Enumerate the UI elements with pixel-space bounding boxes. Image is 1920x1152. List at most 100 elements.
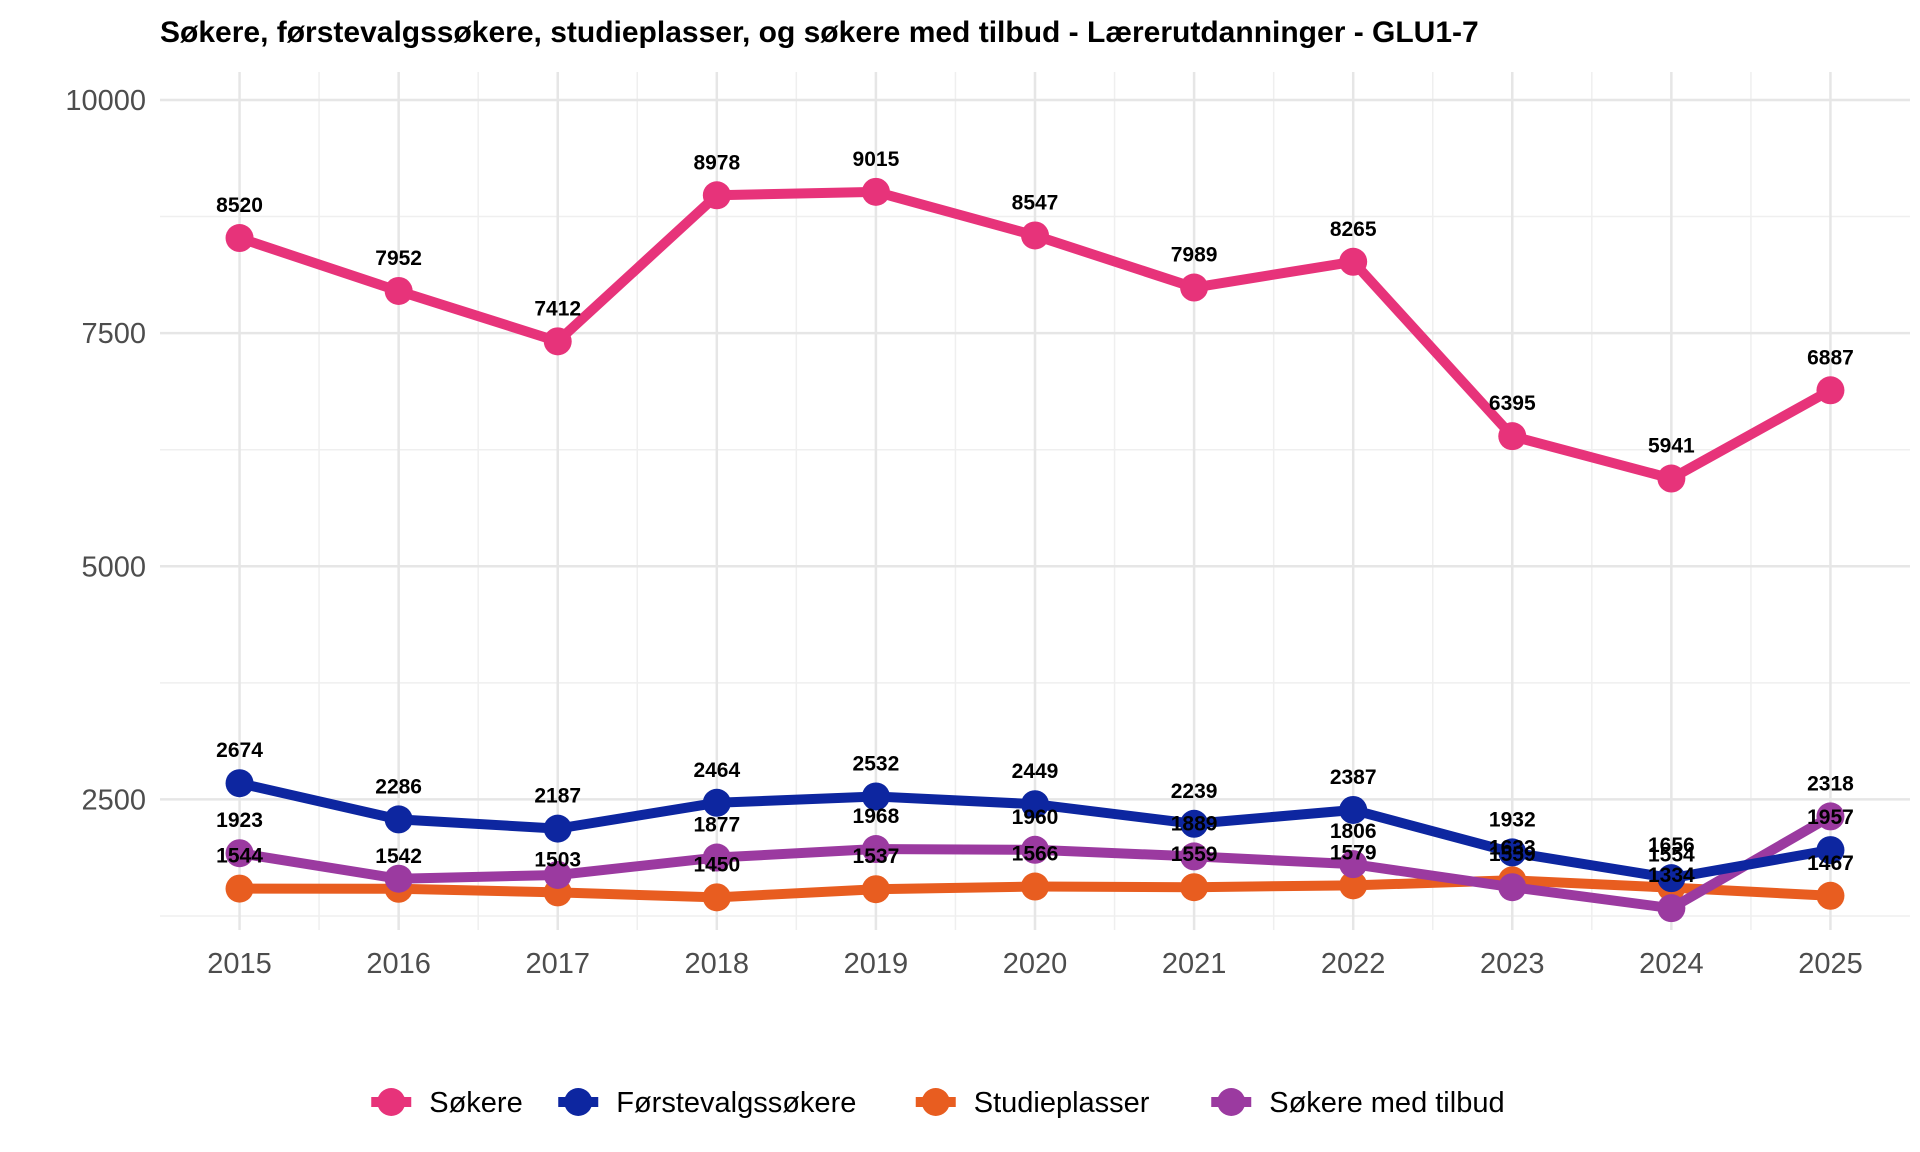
data-point — [225, 224, 254, 253]
legend-label: Studieplasser — [974, 1087, 1150, 1119]
data-point — [384, 276, 413, 305]
legend-swatch-point — [377, 1088, 406, 1116]
data-label: 9015 — [853, 148, 900, 171]
data-label: 7412 — [534, 297, 581, 320]
data-label: 1960 — [1012, 806, 1059, 829]
data-point — [1339, 247, 1368, 276]
data-label: 1889 — [1171, 812, 1218, 835]
data-point — [1339, 850, 1368, 879]
x-tick-label: 2018 — [685, 948, 750, 980]
y-tick-label: 2500 — [81, 784, 146, 816]
data-label: 7989 — [1171, 244, 1218, 267]
legend-label: Søkere med tilbud — [1269, 1087, 1504, 1119]
data-label: 1559 — [1171, 843, 1218, 866]
data-point — [1021, 221, 1049, 250]
data-label: 5941 — [1648, 435, 1695, 458]
legend-item: Førstevalgssøkere — [558, 1087, 856, 1119]
data-label: 2464 — [693, 759, 740, 782]
data-label: 8978 — [693, 151, 740, 174]
data-label: 6395 — [1489, 392, 1536, 415]
data-point — [543, 327, 572, 356]
data-label: 7952 — [375, 247, 422, 270]
data-point — [861, 835, 890, 864]
data-point — [1816, 836, 1845, 865]
data-label: 1559 — [1489, 843, 1536, 866]
data-label: 1566 — [1012, 843, 1059, 866]
data-point — [1180, 842, 1209, 871]
data-point — [1021, 872, 1049, 901]
data-label: 2286 — [375, 775, 422, 798]
data-label: 1334 — [1648, 864, 1695, 887]
data-label: 1544 — [216, 845, 263, 868]
legend-swatch-point — [921, 1088, 950, 1116]
x-tick-label: 2020 — [1003, 948, 1068, 980]
data-label: 1579 — [1330, 841, 1377, 864]
data-point — [225, 839, 254, 868]
data-label: 8547 — [1012, 191, 1059, 214]
legend-label: Førstevalgssøkere — [616, 1087, 856, 1119]
x-tick-label: 2022 — [1321, 948, 1386, 980]
data-point — [1816, 881, 1845, 910]
chart-title: Søkere, førstevalgssøkere, studieplasser… — [160, 16, 1479, 49]
data-point — [861, 177, 890, 206]
data-point — [702, 788, 731, 817]
axes: 2500 5000 7500 10000 2015 2016 2017 2018 2019 202… — [65, 85, 1862, 980]
legend: Søkere Førstevalgssøkere Studieplasser Søke… — [371, 1087, 1505, 1119]
data-label: 8520 — [216, 194, 263, 217]
y-tick-label: 5000 — [81, 551, 146, 583]
data-point — [1339, 795, 1368, 824]
data-label: 1877 — [693, 814, 740, 837]
data-point — [702, 843, 731, 872]
data-label: 1467 — [1807, 852, 1854, 875]
data-point — [1339, 871, 1368, 900]
x-tick-label: 2016 — [366, 948, 431, 980]
data-label: 2532 — [853, 752, 900, 775]
x-tick-label: 2021 — [1162, 948, 1227, 980]
legend-item: Studieplasser — [915, 1087, 1150, 1119]
x-tick-label: 2023 — [1480, 948, 1545, 980]
data-label: 1806 — [1330, 820, 1377, 843]
data-point — [225, 769, 254, 798]
data-point — [1021, 835, 1049, 864]
data-label: 2318 — [1807, 772, 1854, 795]
x-tick-label: 2024 — [1639, 948, 1704, 980]
legend-item: Søkere med tilbud — [1211, 1087, 1505, 1119]
data-label: 1656 — [1648, 834, 1695, 857]
data-label: 1542 — [375, 845, 422, 868]
x-tick-label: 2019 — [844, 948, 909, 980]
y-tick-label: 7500 — [81, 318, 146, 350]
data-label: 1932 — [1489, 808, 1536, 831]
data-point — [861, 875, 890, 904]
data-point — [861, 782, 890, 811]
data-label: 1450 — [693, 853, 740, 876]
data-point — [1021, 790, 1049, 819]
series — [225, 177, 1845, 923]
data-label: 2674 — [216, 739, 263, 762]
legend-swatch-point — [1217, 1088, 1246, 1116]
legend-item: Søkere — [371, 1087, 523, 1119]
x-tick-label: 2015 — [207, 948, 272, 980]
data-point — [1498, 838, 1527, 867]
data-point — [1180, 273, 1209, 302]
y-tick-label: 10000 — [65, 85, 146, 117]
data-point — [1498, 422, 1527, 451]
x-tick-label: 2017 — [525, 948, 590, 980]
data-point — [1816, 376, 1845, 405]
data-point — [543, 814, 572, 843]
data-label: 1923 — [216, 809, 263, 832]
data-label: 1957 — [1807, 806, 1854, 829]
data-label: 1968 — [853, 805, 900, 828]
data-label: 2239 — [1171, 780, 1218, 803]
data-labels: 8520 7952 7412 8978 9015 8547 7989 8265 6395 5941… — [216, 148, 1854, 887]
data-label: 1537 — [853, 845, 900, 868]
data-point — [543, 860, 572, 889]
data-point — [384, 864, 413, 893]
data-point — [1180, 873, 1209, 902]
data-point — [1657, 464, 1686, 493]
data-point — [1498, 873, 1527, 902]
data-label: 1633 — [1489, 836, 1536, 859]
x-tick-label: 2025 — [1798, 948, 1863, 980]
data-point — [1657, 894, 1686, 923]
data-label: 2387 — [1330, 766, 1377, 789]
